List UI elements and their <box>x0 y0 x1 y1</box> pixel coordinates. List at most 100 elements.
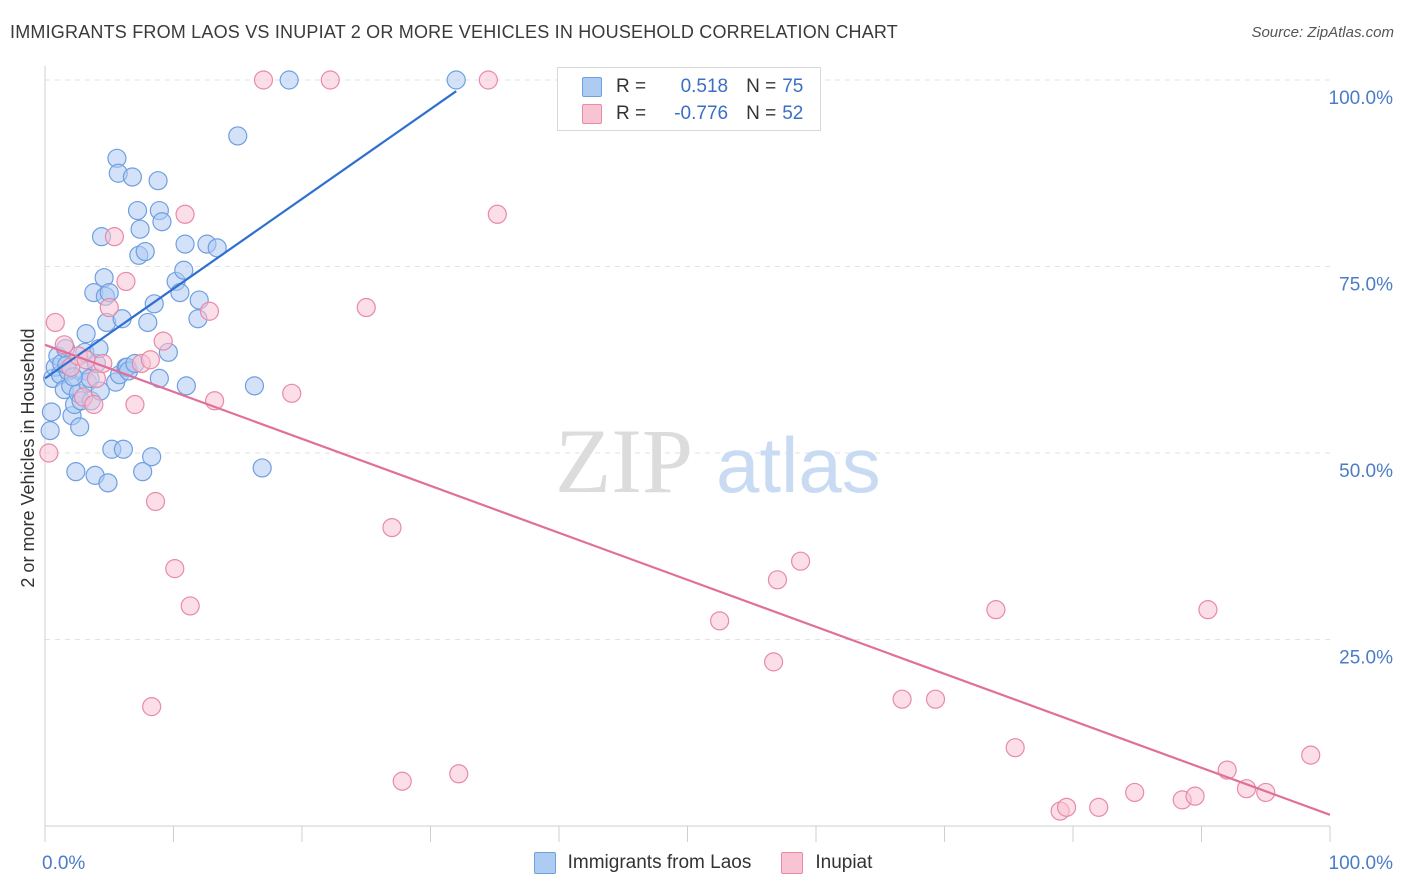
point-laos <box>176 376 196 396</box>
point-laos <box>252 458 272 478</box>
point-laos <box>122 167 142 187</box>
point-laos <box>98 473 118 493</box>
point-inupiat <box>39 443 59 463</box>
trend-lines <box>44 90 1331 816</box>
point-inupiat <box>320 70 340 90</box>
legend-r-value: -0.776 <box>674 103 729 124</box>
legend-n-value: 75 <box>782 76 804 97</box>
point-inupiat <box>478 70 498 90</box>
series-legend-label: Immigrants from Laos <box>567 852 752 873</box>
point-laos <box>174 260 194 280</box>
legend-r-label: R = <box>616 103 647 124</box>
point-inupiat <box>449 764 469 784</box>
point-inupiat <box>282 383 302 403</box>
legend-swatch-inupiat <box>582 104 602 124</box>
point-inupiat <box>84 394 104 415</box>
point-laos <box>138 312 158 333</box>
point-inupiat <box>199 301 220 321</box>
point-inupiat <box>710 611 730 631</box>
point-inupiat <box>487 204 507 224</box>
point-inupiat <box>180 596 200 616</box>
point-laos <box>113 439 133 459</box>
point-laos <box>148 171 168 191</box>
legend-r-label: R = <box>616 76 647 97</box>
point-laos <box>133 462 153 482</box>
source-label: Source: ZipAtlas.com <box>1251 24 1394 41</box>
point-inupiat <box>382 517 402 538</box>
point-inupiat <box>767 570 788 590</box>
watermark-zip: ZIP <box>555 410 693 512</box>
point-laos <box>66 462 86 482</box>
point-inupiat <box>1185 786 1205 806</box>
series-legend-label: Inupiat <box>815 852 873 873</box>
point-laos <box>70 417 90 437</box>
tick-labels: 25.0% 50.0% 75.0% 100.0% 0.0% 100.0% <box>42 88 1393 874</box>
grid-lines <box>45 79 1330 640</box>
point-laos <box>446 70 466 90</box>
chart-title: IMMIGRANTS FROM LAOS VS INUPIAT 2 OR MOR… <box>10 22 898 42</box>
legend-n-label: N = <box>746 76 777 97</box>
point-inupiat <box>1198 600 1218 620</box>
point-laos <box>41 402 62 422</box>
x-tick-label: 100.0% <box>1329 853 1394 874</box>
trend-line-inupiat <box>44 343 1331 816</box>
point-inupiat <box>986 600 1006 620</box>
legend-swatch-laos <box>582 77 602 97</box>
point-laos <box>152 212 172 232</box>
legend: R = 0.518 N = 75 R = -0.776 N = 52 <box>557 67 821 131</box>
point-inupiat <box>99 297 119 318</box>
point-inupiat <box>925 689 946 709</box>
legend-row-laos: R = 0.518 N = 75 <box>582 74 803 100</box>
point-inupiat <box>1125 782 1145 803</box>
series-legend-item-inupiat: Inupiat <box>781 852 872 874</box>
point-inupiat <box>125 394 145 415</box>
data-points <box>39 70 1321 821</box>
legend-n-value: 52 <box>782 103 804 124</box>
point-laos <box>40 421 60 441</box>
point-inupiat <box>392 771 412 791</box>
point-inupiat <box>356 297 376 318</box>
point-laos <box>127 200 148 221</box>
point-laos <box>228 126 248 146</box>
x-tick-label: 0.0% <box>42 853 85 874</box>
point-inupiat <box>892 689 912 709</box>
point-inupiat <box>116 271 136 292</box>
point-inupiat <box>1005 738 1025 758</box>
point-laos <box>170 283 190 303</box>
y-tick-label: 50.0% <box>1339 461 1393 482</box>
point-laos <box>76 324 96 344</box>
point-inupiat <box>1301 745 1321 765</box>
point-inupiat <box>763 652 784 672</box>
point-laos <box>244 376 265 396</box>
point-inupiat <box>153 331 173 351</box>
y-axis-label: 2 or more Vehicles in Household <box>18 328 38 587</box>
legend-row-inupiat: R = -0.776 N = 52 <box>582 101 803 127</box>
point-inupiat <box>104 227 124 247</box>
point-inupiat <box>790 551 811 571</box>
point-laos <box>130 219 150 239</box>
point-inupiat <box>145 491 166 512</box>
legend-r-value: 0.518 <box>680 76 729 97</box>
point-laos <box>142 447 162 467</box>
point-inupiat <box>175 204 195 224</box>
series-swatch-inupiat <box>781 852 804 874</box>
trend-line-laos <box>44 90 457 380</box>
y-tick-label: 100.0% <box>1329 88 1394 109</box>
point-inupiat <box>142 697 162 717</box>
watermark-atlas: atlas <box>716 421 881 509</box>
point-inupiat <box>1089 797 1109 817</box>
legend-n-label: N = <box>746 103 777 124</box>
point-laos <box>135 241 155 262</box>
point-inupiat <box>45 312 65 333</box>
point-inupiat <box>140 350 160 370</box>
point-laos <box>279 70 299 90</box>
y-tick-label: 75.0% <box>1339 275 1393 296</box>
point-inupiat <box>253 70 274 90</box>
series-legend: Immigrants from Laos Inupiat <box>0 852 1406 874</box>
point-inupiat <box>165 559 185 579</box>
series-swatch-laos <box>533 852 556 874</box>
y-tick-label: 25.0% <box>1339 648 1393 669</box>
point-inupiat <box>1056 797 1077 817</box>
point-laos <box>175 234 195 254</box>
